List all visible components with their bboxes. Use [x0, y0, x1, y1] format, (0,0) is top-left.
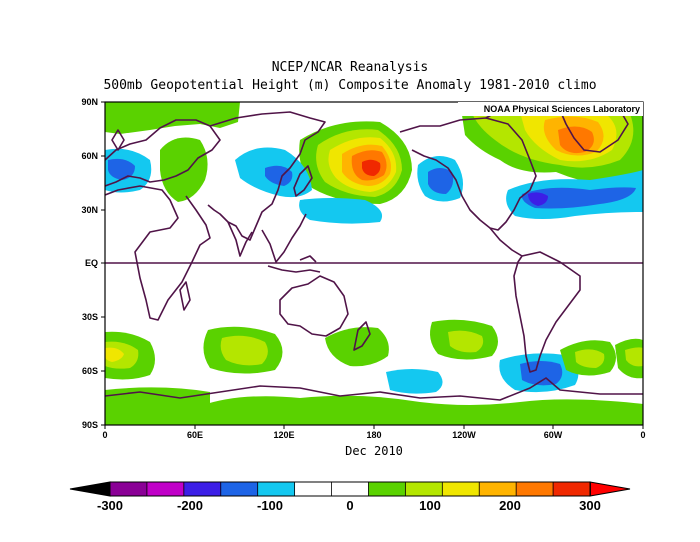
coast-japan: [293, 165, 313, 197]
lon-tick-label: 180: [366, 430, 381, 440]
colorbar-cell: [441, 481, 481, 497]
coast-africa: [105, 185, 211, 321]
anomaly-drake-blue: [520, 361, 563, 386]
coast-north-america: [399, 117, 537, 231]
lat-axis: 90N 60N 30N EQ 30S 60S 90S: [81, 97, 105, 430]
coast-india: [227, 221, 253, 257]
lon-axis: 0 60E 120E 180 120W 60W 0: [102, 425, 646, 440]
coast-central-america: [489, 227, 523, 257]
anomaly-asia-trough-blue: [265, 165, 293, 186]
lon-tick-label: 60W: [544, 430, 563, 440]
lon-tick-label: 120W: [452, 430, 476, 440]
anomaly-atlantic-west-blue: [108, 158, 135, 180]
lat-tick-label: 90S: [82, 420, 98, 430]
colorbar-tick-label: 0: [346, 498, 353, 513]
x-axis-label: Dec 2010: [345, 444, 403, 458]
colorbar-frame: [109, 481, 591, 497]
coast-australia: [279, 275, 349, 337]
anomaly-north-atlantic-positive: [105, 102, 240, 134]
colorbar-cell: [220, 481, 259, 497]
coast-south-america: [513, 251, 581, 373]
colorbar-tick-label: -200: [177, 498, 203, 513]
coast-madagascar: [179, 281, 191, 311]
colorbar-cell: [294, 481, 333, 497]
lon-tick-label: 60E: [187, 430, 203, 440]
colorbar-tick-label: 200: [499, 498, 521, 513]
coast-southeast-asia: [261, 213, 307, 263]
colorbar: -300 -200 -100 0 100 200 300: [69, 481, 631, 513]
colorbar-cell: [109, 481, 148, 497]
colorbar-cell: [146, 481, 185, 497]
coastlines: [105, 103, 643, 401]
lat-tick-label: 30N: [81, 205, 98, 215]
colorbar-tick-label: -100: [257, 498, 283, 513]
anomaly-antarctic-west-green: [105, 387, 210, 408]
anomaly-gulf-alaska-blue: [428, 168, 454, 194]
colorbar-cell: [515, 481, 554, 497]
colorbar-cell: [368, 481, 407, 497]
colorbar-tick-label: -300: [97, 498, 123, 513]
lat-tick-label: 30S: [82, 312, 98, 322]
anomaly-south-atlantic-far-east-lime: [625, 347, 643, 367]
credit-background: [458, 102, 643, 116]
anomaly-pacific-ridge-red: [362, 159, 381, 176]
colorbar-cell: [552, 481, 591, 497]
lat-tick-label: 90N: [81, 97, 98, 107]
colorbar-max-arrow: [589, 481, 631, 497]
coast-antarctica: [105, 377, 643, 401]
lon-tick-label: 0: [640, 430, 645, 440]
coast-new-zealand: [353, 321, 371, 351]
anomaly-europe-positive: [160, 137, 208, 202]
lon-tick-label: 0: [102, 430, 107, 440]
lat-tick-label: 60N: [81, 151, 98, 161]
anomaly-indian-lime: [220, 335, 268, 366]
colorbar-cell: [404, 481, 444, 497]
colorbar-min-arrow: [69, 481, 111, 497]
lat-tick-label: 60S: [82, 366, 98, 376]
anomaly-antarctic-green: [105, 395, 643, 425]
coast-uk: [111, 129, 125, 151]
lon-tick-label: 120E: [273, 430, 294, 440]
chart-title: NCEP/NCAR Reanalysis: [271, 60, 429, 75]
anomaly-na-east-deepblue: [528, 192, 548, 206]
credit-label: NOAA Physical Sciences Laboratory: [484, 104, 640, 114]
coast-europe: [105, 119, 221, 187]
anomaly-south-pacific-lime: [448, 330, 484, 353]
chart-subtitle: 500mb Geopotential Height (m) Composite …: [103, 78, 597, 93]
anomaly-south-pacific-cyan: [386, 369, 443, 394]
colorbar-cell: [183, 481, 222, 497]
anomaly-central-pacific-cyan: [299, 198, 383, 224]
anomaly-south-atlantic-east-lime: [575, 349, 605, 368]
colorbar-tick-label: 100: [419, 498, 441, 513]
lat-tick-label: EQ: [85, 258, 98, 268]
colorbar-cell: [478, 481, 518, 497]
coast-asia: [207, 111, 326, 241]
anomaly-nz-green: [325, 327, 389, 367]
colorbar-tick-label: 300: [579, 498, 601, 513]
coast-indonesia: [267, 255, 321, 273]
colorbar-cell: [331, 481, 370, 497]
colorbar-cell: [257, 481, 296, 497]
anomaly-south-atlantic-yellow: [105, 347, 124, 362]
anomaly-na-east-blue: [521, 187, 636, 209]
